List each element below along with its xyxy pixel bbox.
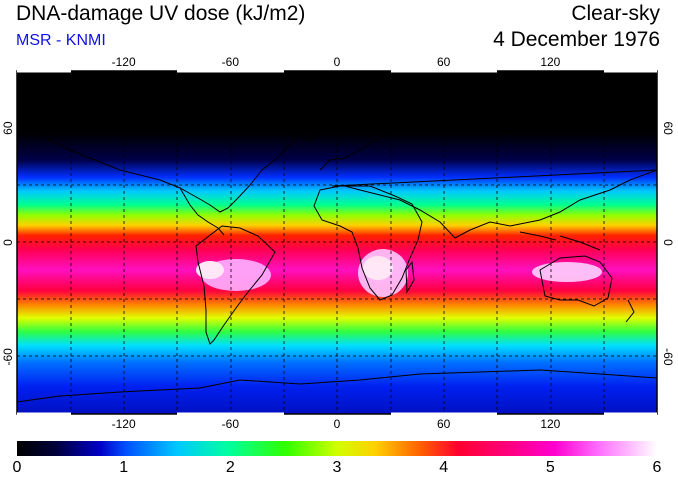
tick-label: 60 (661, 121, 675, 135)
tick-label: 120 (540, 55, 560, 69)
tick-label: 60 (437, 417, 451, 431)
tick-label: 0 (1, 239, 15, 246)
date-label: 4 December 1976 (493, 28, 660, 51)
tick-label: 60 (1, 121, 15, 135)
tick-label: -60 (661, 348, 675, 366)
tick-label: 0 (334, 417, 341, 431)
lat-labels-right: 60 0 -60 (661, 121, 675, 365)
north-america-coast (29, 95, 296, 213)
source-label: MSR - KNMI (16, 32, 106, 49)
colorbar-tick-label: 6 (652, 459, 662, 476)
map-field (17, 71, 657, 414)
uv-dose-map: -120 -60 0 60 120 -120 -60 0 60 120 60 0 -60 60 0 -6… (1, 55, 675, 431)
colorbar-tick-label: 5 (545, 459, 555, 476)
tick-label: 120 (540, 417, 560, 431)
lon-labels-top: -120 -60 0 60 120 (112, 55, 561, 69)
colorbar-tick-label: 4 (439, 459, 449, 476)
colorbar-tick-label: 2 (225, 459, 235, 476)
colorbar-tick-label: 3 (332, 459, 342, 476)
coastline-layer (16, 91, 658, 403)
map-frame (16, 70, 658, 415)
madagascar-coast (405, 260, 415, 294)
map-title: DNA-damage UV dose (kJ/m2) (16, 2, 306, 25)
tick-label: -60 (1, 348, 15, 366)
tick-label: 0 (661, 239, 675, 246)
tick-label: -60 (222, 417, 240, 431)
tick-label: -120 (112, 55, 136, 69)
graticule (17, 71, 657, 414)
hotspot-layer (196, 249, 602, 297)
tick-label: 60 (437, 55, 451, 69)
tick-label: -120 (112, 417, 136, 431)
greenland-coast (284, 91, 346, 141)
australia-coast (539, 255, 613, 307)
africa-coast (313, 185, 423, 301)
tick-label: 0 (334, 55, 341, 69)
central-america-coast (179, 187, 225, 236)
sky-condition-label: Clear-sky (571, 2, 660, 25)
lon-labels-bottom: -120 -60 0 60 120 (112, 417, 561, 431)
south-america-coast (195, 225, 276, 345)
europe-asia-coast (319, 99, 658, 239)
colorbar-tick-label: 0 (12, 459, 22, 476)
colorbar-tick-label: 1 (119, 459, 129, 476)
colorbar (17, 441, 657, 456)
new-zealand-coast (625, 299, 635, 323)
lat-labels-left: 60 0 -60 (1, 121, 15, 365)
tick-label: -60 (222, 55, 240, 69)
indonesia-coast (519, 231, 601, 251)
antarctica-coast (16, 369, 658, 403)
